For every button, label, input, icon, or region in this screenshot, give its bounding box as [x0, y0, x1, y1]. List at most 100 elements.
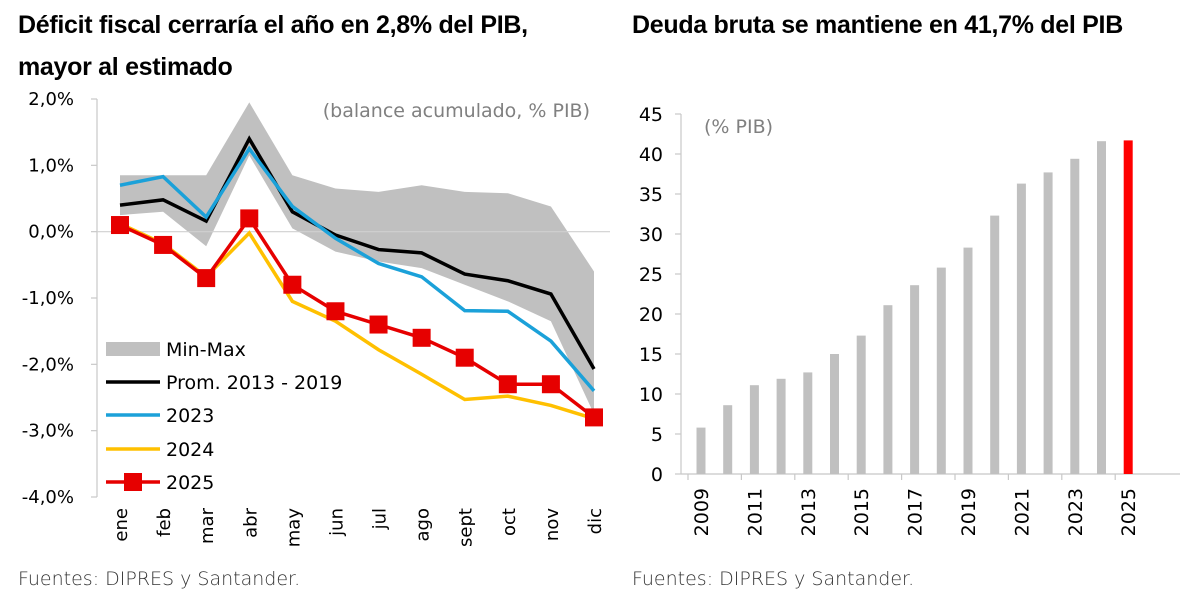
x-tick-label-2021: 2021 [1011, 488, 1033, 536]
y-tick-label: 10 [639, 384, 663, 406]
x-tick-label-2025: 2025 [1118, 488, 1140, 536]
x-tick-label-2011: 2011 [744, 488, 766, 536]
y-tick-label: -4,0% [22, 487, 74, 508]
series-y2025 [111, 209, 603, 427]
x-tick-label-ene: ene [111, 508, 132, 542]
bar-2023 [1070, 158, 1080, 475]
left-title-line-2: mayor al estimado [18, 53, 233, 81]
x-tick-label-2015: 2015 [851, 488, 873, 536]
bar-2019 [963, 247, 973, 474]
bar-2020 [990, 215, 1000, 474]
bars-layer [696, 140, 1133, 475]
y-tick-label: 20 [639, 304, 663, 326]
fiscal-balance-line-chart: 2,0% 1,0% 0,0% -1,0% -2,0% -3,0% -4,0% ene feb m… [22, 89, 610, 547]
left-y-axis: 2,0% 1,0% 0,0% -1,0% -2,0% -3,0% -4,0% [22, 89, 98, 508]
left-chart-title: Déficit fiscal cerraría el año en 2,8% d… [18, 4, 618, 88]
right-x-axis-labels: 2009 2011 2013 2015 2017 2019 2021 2023 2025 [691, 488, 1140, 536]
bar-2011 [749, 385, 759, 474]
x-tick-label-2013: 2013 [798, 488, 820, 536]
marker-2025-dic [585, 408, 603, 427]
bar-2015 [856, 335, 866, 474]
left-source-note: Fuentes: DIPRES y Santander. [18, 568, 301, 590]
legend-label: Prom. 2013 - 2019 [166, 372, 342, 394]
bar-2012 [776, 378, 786, 474]
x-tick-label-jun: jun [326, 508, 347, 537]
series-line-avg [119, 135, 596, 370]
legend-swatch-marker [124, 473, 142, 491]
left-chart-legend: Min-Max Prom. 2013 - 2019 2023 2024 2025 [106, 339, 342, 494]
right-y-axis: 0 5 10 15 20 25 30 35 40 45 [639, 104, 1180, 486]
marker-2025-nov [541, 375, 560, 394]
x-tick-label-2023: 2023 [1065, 488, 1087, 536]
left-x-axis-labels: ene feb mar abr may jun jul ago sept oct nov dic [111, 507, 606, 547]
bar-2010 [723, 405, 733, 474]
legend-item-minmax: Min-Max [106, 339, 246, 361]
marker-2025-ene [111, 216, 129, 235]
bar-2021 [1016, 183, 1026, 474]
y-tick-label: 45 [639, 104, 663, 126]
x-tick-label-sept: sept [456, 508, 477, 547]
y-tick-label: 2,0% [28, 89, 74, 110]
right-source-note: Fuentes: DIPRES y Santander. [632, 568, 915, 590]
right-chart-title: Deuda bruta se mantiene en 41,7% del PIB [632, 11, 1123, 39]
y-tick-label: 15 [639, 344, 663, 366]
bar-2025 [1123, 140, 1133, 474]
y-tick-label: -1,0% [22, 288, 74, 309]
right-chart-annotation: (% PIB) [704, 116, 773, 138]
x-tick-label-ago: ago [413, 508, 434, 541]
x-tick-label-mar: mar [197, 507, 218, 544]
y-tick-label: 5 [651, 424, 663, 446]
legend-label: Min-Max [166, 339, 246, 361]
x-tick-label-may: may [283, 508, 304, 548]
x-tick-label-2009: 2009 [691, 488, 713, 536]
minmax-band [120, 102, 594, 415]
bar-2014 [830, 354, 839, 474]
legend-label: 2025 [166, 472, 214, 494]
left-chart-annotation: (balance acumulado, % PIB) [323, 100, 590, 122]
left-title-line-1: Déficit fiscal cerraría el año en 2,8% d… [18, 11, 528, 39]
legend-item-avg: Prom. 2013 - 2019 [106, 372, 342, 394]
marker-2025-jun [326, 302, 345, 321]
x-tick-label-feb: feb [154, 508, 175, 537]
y-tick-label: 35 [639, 184, 663, 206]
x-tick-label-dic: dic [585, 508, 606, 534]
x-tick-label-oct: oct [499, 508, 520, 536]
legend-item-y2024: 2024 [106, 439, 214, 461]
bar-2022 [1043, 172, 1053, 474]
y-tick-label: 1,0% [28, 155, 74, 176]
bar-2018 [936, 267, 946, 474]
marker-2025-mar [197, 269, 216, 288]
bar-2016 [883, 305, 893, 474]
marker-2025-sept [455, 348, 474, 367]
legend-item-y2023: 2023 [106, 405, 214, 427]
marker-2025-ago [412, 328, 431, 347]
marker-2025-feb [154, 235, 173, 254]
series-lines-layer [111, 135, 603, 427]
marker-2025-oct [498, 375, 517, 394]
x-tick-label-2017: 2017 [905, 488, 927, 536]
series-y2023 [119, 145, 596, 393]
x-tick-label-abr: abr [240, 507, 261, 537]
marker-2025-jul [369, 315, 388, 334]
minmax-band-layer [120, 102, 594, 415]
legend-item-y2025: 2025 [106, 472, 214, 494]
bar-2009 [696, 427, 706, 474]
y-tick-label: 0,0% [28, 222, 74, 243]
y-tick-label: -3,0% [22, 421, 74, 442]
y-tick-label: 30 [639, 224, 663, 246]
legend-label: 2024 [166, 439, 214, 461]
bar-2017 [910, 285, 920, 474]
y-tick-label: -2,0% [22, 354, 74, 375]
series-line-y2023 [119, 145, 596, 393]
marker-2025-may [283, 275, 302, 294]
x-tick-label-2019: 2019 [958, 488, 980, 536]
x-tick-label-nov: nov [542, 508, 563, 541]
bar-2013 [803, 372, 813, 474]
marker-2025-abr [240, 209, 259, 228]
legend-label: 2023 [166, 405, 214, 427]
series-avg [119, 135, 596, 370]
legend-swatch-band [106, 342, 160, 356]
y-tick-label: 25 [639, 264, 663, 286]
y-tick-label: 0 [651, 464, 663, 486]
y-tick-label: 40 [639, 144, 663, 166]
